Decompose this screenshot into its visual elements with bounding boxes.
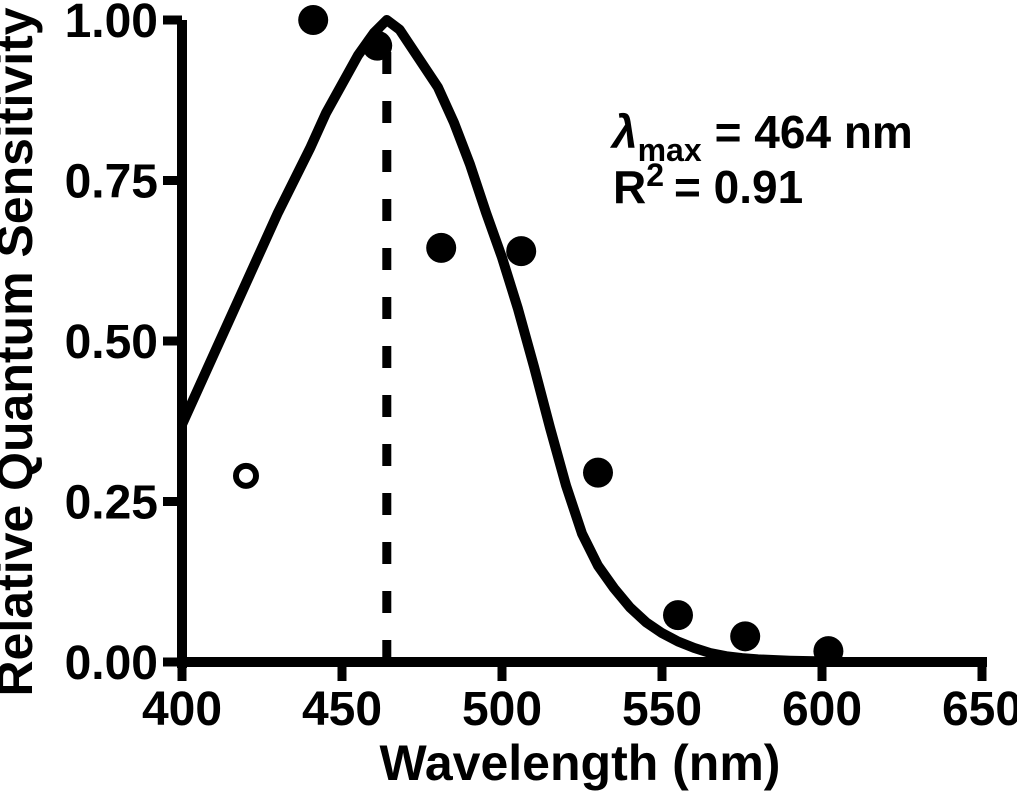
y-tick-label-0.00: 0.00 [65,637,158,690]
y-tick-label-0.50: 0.50 [65,316,158,369]
axes-layer: 400 450 500 550 600 650 0.00 0.25 0.50 0.75 1.00 [65,0,1017,736]
data-point-filled-461 [362,30,393,61]
lambda-max-annotation: λmax = 464 nm [609,106,913,168]
r-superscript: 2 [646,157,664,193]
x-tick-label-500: 500 [462,683,542,736]
x-tick-label-550: 550 [622,683,702,736]
data-point-filled-481 [426,232,457,263]
r-squared-annotation: R2 = 0.91 [613,157,803,213]
y-tick-label-0.75: 0.75 [65,156,158,209]
data-marks-layer [177,5,844,667]
r-symbol: R [613,161,646,213]
x-tick-label-650: 650 [942,683,1017,736]
x-tick-label-450: 450 [302,683,382,736]
data-point-filled-576 [730,621,761,652]
r-squared-value: = 0.91 [674,161,803,213]
data-point-filled-555 [663,600,693,631]
data-point-filled-530 [583,457,613,488]
y-tick-label-0.25: 0.25 [65,477,158,530]
data-point-filled-506 [506,236,537,267]
y-axis-title: Relative Quantum Sensitivity [0,7,43,696]
y-tick-label-1.00: 1.00 [65,0,158,48]
x-tick-label-400: 400 [142,683,222,736]
data-point-filled-441 [298,5,329,35]
lambda-value: = 464 nm [715,106,913,158]
data-point-open-420 [233,462,259,489]
x-axis-title: Wavelength (nm) [380,735,781,791]
lambda-subscript: max [638,132,702,168]
fit-curve [177,15,827,667]
data-point-filled-602 [813,636,844,667]
lambda-symbol: λ [609,106,638,158]
x-tick-label-600: 600 [782,683,862,736]
